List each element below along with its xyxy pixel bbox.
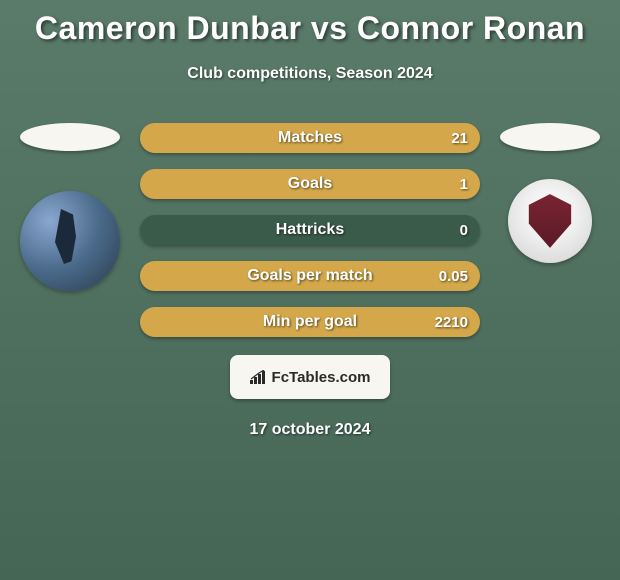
brand-link[interactable]: FcTables.com [230,355,390,399]
stat-row: Goals per match 0.05 [140,261,480,291]
date-text: 17 october 2024 [250,421,371,439]
stat-row: Matches 21 [140,123,480,153]
player1-column [10,123,130,291]
stat-value-player2: 0 [460,222,468,239]
footer: FcTables.com 17 october 2024 [0,355,620,439]
stat-label: Goals per match [247,267,372,285]
stat-label: Matches [278,129,342,147]
player1-name-placeholder [20,123,120,151]
subtitle: Club competitions, Season 2024 [0,65,620,83]
stat-label: Min per goal [263,313,357,331]
stat-value-player2: 21 [451,130,468,147]
page-title: Cameron Dunbar vs Connor Ronan [0,0,620,47]
stat-row: Min per goal 2210 [140,307,480,337]
player2-column [490,123,610,263]
stat-value-player2: 1 [460,176,468,193]
player2-name-placeholder [500,123,600,151]
stat-row: Goals 1 [140,169,480,199]
stat-value-player2: 0.05 [439,268,468,285]
chart-icon [250,370,268,384]
stats-list: Matches 21 Goals 1 Hattricks 0 Goals per match… [140,123,480,337]
stat-row: Hattricks 0 [140,215,480,245]
player1-club-badge [20,191,120,291]
comparison-content: Matches 21 Goals 1 Hattricks 0 Goals per match… [0,123,620,337]
player2-club-badge [508,179,592,263]
brand-text: FcTables.com [272,369,371,386]
stat-label: Hattricks [276,221,344,239]
stat-label: Goals [288,175,332,193]
stat-value-player2: 2210 [435,314,468,331]
